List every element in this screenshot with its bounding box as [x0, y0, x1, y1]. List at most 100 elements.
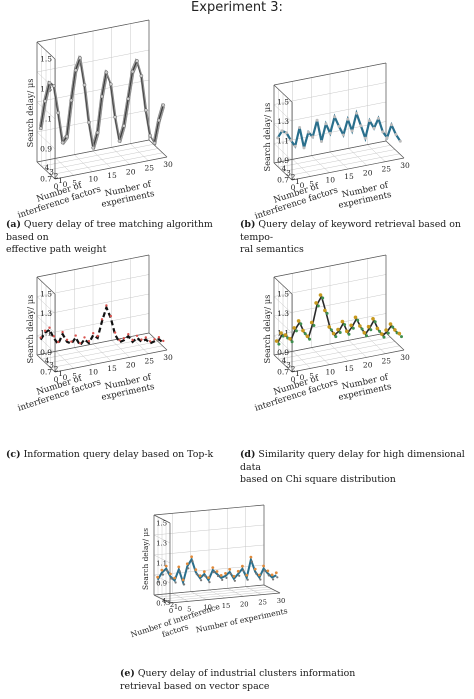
data-point — [314, 301, 318, 305]
data-point — [224, 572, 227, 575]
data-point — [329, 328, 333, 332]
data-point — [173, 576, 176, 580]
data-point — [52, 84, 56, 88]
chart-panel-a: 0.7 0.9 1.1 1.3 1.5 0 5 10 15 20 25 30 0 1 2 3 4 Search d… — [0, 14, 237, 221]
data-point — [296, 319, 301, 323]
z-tick-label: 1.5 — [40, 55, 52, 64]
data-point — [292, 326, 296, 330]
data-point — [95, 130, 100, 135]
y-tick-label: 3 — [286, 168, 291, 177]
data-point — [127, 333, 130, 336]
data-point — [362, 330, 367, 335]
data-point — [65, 134, 69, 139]
data-point — [343, 323, 347, 327]
x-tick-label: 25 — [382, 165, 392, 174]
data-point — [38, 126, 43, 131]
data-point — [70, 340, 73, 343]
y-tick-label: 1 — [174, 603, 178, 611]
data-point — [200, 579, 203, 582]
data-point — [290, 340, 294, 344]
z-axis-label: Search delay/ μs — [141, 528, 150, 590]
y-tick-label: 1 — [58, 369, 63, 378]
data-point — [303, 332, 307, 336]
z-tick-label: 1.1 — [277, 329, 289, 338]
data-point — [285, 131, 288, 135]
caption-text: retrieval based on vector space — [120, 680, 270, 692]
data-point — [83, 336, 86, 339]
caption-label: (a) — [6, 219, 21, 230]
y-tick-label: 4 — [162, 597, 166, 605]
data-point — [166, 569, 169, 572]
data-point — [253, 567, 257, 571]
z-axis-label: Search delay/ μs — [262, 103, 272, 172]
z-axis-label: Search delay/ μs — [262, 295, 272, 364]
data-point — [341, 133, 345, 137]
data-point — [212, 571, 215, 574]
data-point — [122, 124, 126, 128]
data-point — [350, 129, 354, 133]
series-line — [39, 304, 165, 348]
z-tick-label: 0.7 — [277, 368, 289, 377]
z-tick-label: 1.3 — [277, 309, 289, 318]
data-point — [255, 572, 258, 575]
data-point — [390, 123, 393, 127]
data-point — [336, 327, 340, 332]
y-tick-label: 0 — [63, 180, 68, 189]
z-tick-label: 0.7 — [40, 175, 52, 184]
data-point — [311, 135, 315, 139]
z-tick-label: 1.1 — [40, 115, 52, 124]
data-point — [87, 339, 91, 343]
y-tick-label: 2 — [170, 601, 174, 609]
x-tick-label: 10 — [326, 368, 336, 377]
data-point — [144, 336, 147, 339]
data-point — [191, 560, 194, 563]
data-point — [96, 334, 99, 338]
data-point — [249, 555, 253, 559]
z-tick-label: 1.1 — [277, 137, 289, 146]
series-b — [276, 109, 402, 150]
data-point — [359, 124, 363, 128]
data-point — [187, 567, 190, 570]
data-point — [325, 311, 329, 315]
data-point — [153, 338, 156, 341]
data-point — [236, 569, 240, 573]
data-point — [43, 329, 47, 332]
data-point — [283, 333, 288, 337]
data-point — [233, 579, 236, 582]
data-point — [331, 331, 336, 336]
data-point — [272, 578, 275, 581]
data-point — [60, 140, 65, 145]
caption-label: (d) — [240, 449, 256, 460]
data-point — [100, 318, 104, 321]
z-tick-label: 0.9 — [156, 580, 167, 588]
data-point — [131, 338, 134, 342]
data-point — [388, 322, 393, 326]
chart-panel-d: 0.7 0.9 1.1 1.3 1.5 0 5 10 15 20 25 30 0 1 2 3 4 Search d… — [237, 254, 474, 434]
x-tick-label: 25 — [145, 357, 155, 366]
data-point — [333, 115, 337, 119]
data-point — [345, 329, 349, 334]
x-tick-label: 10 — [203, 604, 212, 612]
data-point — [298, 126, 302, 129]
data-point — [109, 314, 113, 318]
data-point — [174, 581, 177, 584]
data-point — [356, 318, 360, 322]
x-tick-label: 0 — [291, 183, 296, 192]
data-point — [369, 328, 373, 332]
x-tick-label: 25 — [382, 357, 392, 366]
data-point — [293, 144, 297, 148]
data-point — [349, 323, 353, 328]
caption-text: Query delay of keyword retrieval based o… — [240, 219, 461, 243]
axis-box — [273, 254, 405, 373]
data-point — [92, 332, 95, 335]
data-point — [122, 337, 126, 340]
grid — [273, 62, 405, 181]
data-point — [228, 568, 232, 571]
data-point — [238, 574, 241, 577]
data-point — [363, 136, 367, 140]
data-point — [118, 339, 121, 342]
y-tick-label: 4 — [282, 356, 287, 365]
